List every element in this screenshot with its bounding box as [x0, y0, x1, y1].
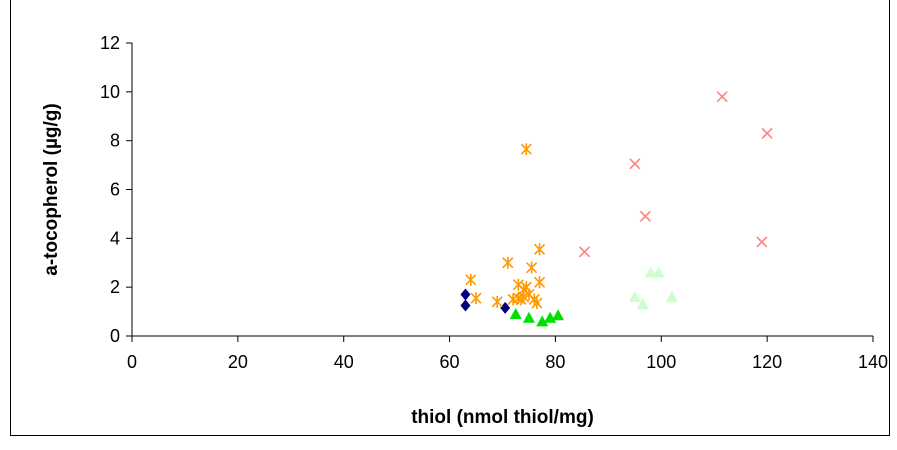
data-point-asterisk — [491, 295, 503, 308]
data-point-triangle — [522, 311, 535, 323]
data-point-diamond — [460, 288, 471, 301]
data-point-asterisk — [533, 276, 546, 289]
y-tick-label: 10 — [100, 82, 120, 102]
x-tick-label: 20 — [228, 352, 248, 372]
data-point-triangle — [536, 315, 549, 327]
y-axis-title: a-tocopherol (µg/g) — [41, 103, 62, 275]
y-tick-label: 6 — [110, 180, 120, 200]
data-point-x — [716, 91, 728, 103]
data-point-x — [756, 236, 768, 248]
data-point-asterisk — [502, 256, 514, 269]
data-point-x — [629, 158, 641, 170]
data-point-asterisk — [531, 297, 543, 310]
data-point-asterisk — [470, 292, 482, 305]
x-tick-label: 100 — [646, 352, 676, 372]
data-point-x — [639, 210, 651, 222]
data-points — [460, 91, 773, 327]
y-tick-label: 0 — [110, 326, 120, 346]
y-tick-label: 8 — [110, 131, 120, 151]
chart-frame — [10, 0, 890, 436]
data-point-asterisk — [520, 143, 532, 156]
data-point-asterisk — [533, 243, 546, 256]
data-point-diamond — [460, 299, 471, 312]
data-point-triangle — [552, 309, 565, 321]
data-point-triangle — [652, 266, 665, 278]
data-point-triangle — [628, 290, 641, 302]
data-point-diamond — [500, 301, 511, 314]
x-tick-label: 60 — [440, 352, 460, 372]
data-point-triangle — [636, 298, 649, 310]
data-point-triangle — [509, 308, 522, 320]
x-tick-label: 80 — [545, 352, 565, 372]
y-tick-label: 4 — [110, 228, 120, 248]
data-point-asterisk — [526, 261, 538, 274]
y-tick-label: 2 — [110, 277, 120, 297]
x-tick-label: 0 — [127, 352, 137, 372]
data-point-x — [761, 127, 773, 139]
x-tick-label: 40 — [334, 352, 354, 372]
y-tick-label: 12 — [100, 33, 120, 53]
data-point-triangle — [665, 290, 678, 302]
data-point-x — [578, 246, 591, 258]
x-tick-label: 120 — [752, 352, 782, 372]
x-axis-title: thiol (nmol thiol/mg) — [411, 407, 594, 428]
data-point-triangle — [644, 266, 657, 278]
x-tick-label: 140 — [858, 352, 888, 372]
data-point-asterisk — [465, 273, 477, 286]
